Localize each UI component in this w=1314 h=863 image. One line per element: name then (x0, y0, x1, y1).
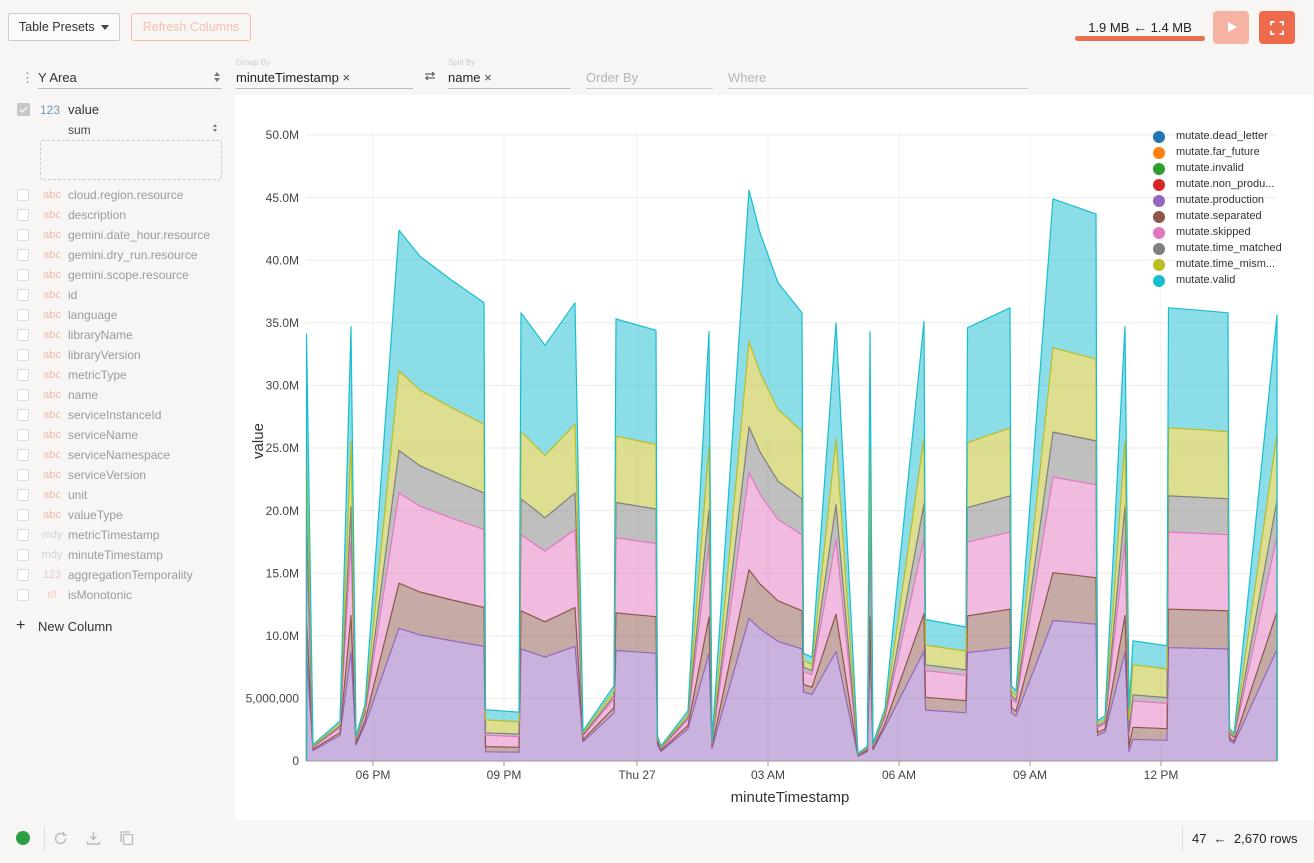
svg-text:40.0M: 40.0M (266, 253, 299, 267)
svg-text:06 AM: 06 AM (882, 768, 916, 782)
svg-text:35.0M: 35.0M (266, 316, 299, 330)
svg-text:Thu 27: Thu 27 (618, 768, 656, 782)
svg-text:5,000,000: 5,000,000 (246, 692, 300, 706)
svg-text:45.0M: 45.0M (266, 191, 299, 205)
svg-text:30.0M: 30.0M (266, 379, 299, 393)
svg-text:50.0M: 50.0M (266, 128, 299, 142)
svg-text:03 AM: 03 AM (751, 768, 785, 782)
svg-text:15.0M: 15.0M (266, 566, 299, 580)
svg-text:minuteTimestamp: minuteTimestamp (731, 789, 850, 806)
svg-text:0: 0 (292, 754, 299, 768)
svg-text:06 PM: 06 PM (356, 768, 391, 782)
svg-text:20.0M: 20.0M (266, 504, 299, 518)
svg-text:25.0M: 25.0M (266, 441, 299, 455)
svg-text:10.0M: 10.0M (266, 629, 299, 643)
svg-text:09 PM: 09 PM (487, 768, 522, 782)
svg-text:value: value (250, 423, 267, 459)
svg-text:09 AM: 09 AM (1013, 768, 1047, 782)
svg-text:12 PM: 12 PM (1144, 768, 1179, 782)
